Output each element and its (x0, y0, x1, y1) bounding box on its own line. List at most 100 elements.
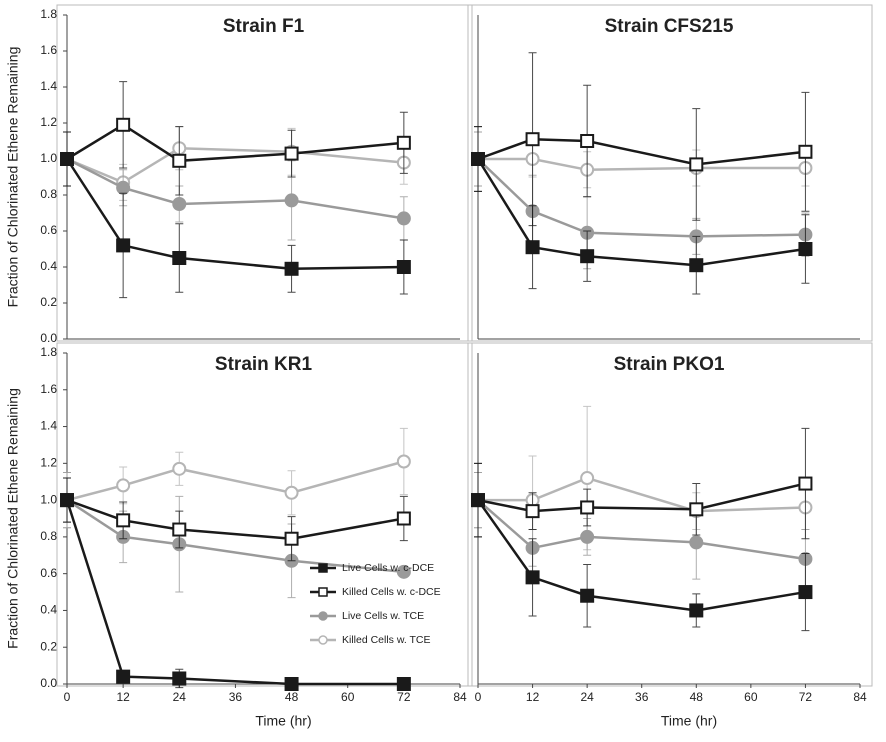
marker (798, 144, 813, 159)
y-tick-label: 1.0 (40, 151, 57, 165)
marker (284, 146, 299, 161)
y-tick-label: 0.0 (40, 676, 57, 690)
legend-label: Killed Cells w. c-DCE (342, 586, 441, 598)
marker (798, 242, 813, 256)
y-tick-label: 1.2 (40, 115, 57, 129)
marker (116, 238, 131, 253)
panel-frame (467, 4, 873, 342)
x-tick-label: 48 (285, 690, 299, 704)
marker (284, 531, 299, 546)
marker (172, 461, 187, 476)
y-tick-label: 1.8 (40, 345, 57, 359)
marker (471, 493, 485, 508)
x-tick-label: 24 (173, 690, 187, 704)
y-tick-label: 0.4 (40, 259, 57, 273)
chart-title: Strain KR1 (215, 354, 313, 375)
marker (60, 152, 74, 166)
chart-title: Strain PKO1 (614, 354, 725, 375)
y-tick-label: 1.6 (40, 43, 57, 57)
marker (689, 258, 704, 273)
y-axis-label: Fraction of Chlorinated Ethene Remaining (5, 388, 21, 649)
marker (798, 476, 813, 491)
y-tick-label: 1.4 (40, 79, 57, 93)
x-tick-label: 24 (580, 690, 594, 704)
x-tick-label: 0 (475, 690, 482, 704)
marker (689, 502, 704, 517)
marker (689, 535, 704, 550)
y-tick-label: 1.2 (40, 456, 57, 470)
marker (396, 260, 411, 274)
y-tick-label: 1.8 (40, 7, 57, 21)
panel-frame (467, 342, 873, 687)
y-tick-label: 0.2 (40, 639, 57, 653)
marker (396, 454, 411, 469)
marker (172, 522, 187, 537)
legend-marker (318, 587, 328, 597)
y-tick-label: 1.6 (40, 382, 57, 396)
x-tick-label: 84 (453, 690, 467, 704)
x-axis-label: Time (hr) (255, 713, 311, 729)
marker (172, 251, 187, 265)
marker (284, 261, 299, 276)
marker (689, 157, 704, 172)
marker (284, 485, 299, 500)
x-tick-label: 60 (744, 690, 758, 704)
y-tick-label: 0.0 (40, 331, 57, 345)
marker (116, 117, 131, 132)
marker (580, 249, 595, 264)
panel-frame (56, 4, 473, 342)
series-line (66, 460, 405, 502)
x-tick-label: 48 (690, 690, 704, 704)
marker (580, 500, 595, 515)
y-tick-label: 0.6 (40, 223, 57, 237)
legend-marker (318, 635, 328, 645)
marker (396, 677, 411, 691)
marker (284, 193, 299, 208)
x-tick-label: 36 (229, 690, 243, 704)
y-tick-label: 0.8 (40, 529, 57, 543)
x-tick-label: 72 (397, 690, 411, 704)
x-tick-label: 72 (799, 690, 813, 704)
y-tick-label: 1.0 (40, 492, 57, 506)
marker (116, 478, 131, 493)
marker (396, 564, 411, 579)
marker (525, 240, 540, 255)
y-tick-label: 1.4 (40, 419, 57, 433)
series-line (477, 158, 806, 238)
marker (580, 134, 595, 148)
x-axis-label: Time (hr) (661, 713, 717, 729)
marker (396, 211, 411, 226)
x-tick-label: 12 (116, 690, 130, 704)
y-tick-label: 0.6 (40, 566, 57, 580)
legend-marker (318, 611, 328, 621)
x-tick-label: 60 (341, 690, 355, 704)
marker (396, 135, 411, 150)
marker (116, 180, 131, 195)
x-tick-label: 84 (853, 690, 867, 704)
marker (471, 152, 485, 166)
chart-title: Strain F1 (223, 16, 305, 37)
legend-marker (318, 563, 328, 573)
y-tick-label: 0.8 (40, 187, 57, 201)
marker (116, 513, 131, 528)
marker (798, 585, 813, 600)
legend-label: Live Cells w. c-DCE (342, 562, 434, 574)
legend-label: Killed Cells w. TCE (342, 634, 431, 646)
chart-title: Strain CFS215 (605, 16, 734, 37)
marker (116, 669, 131, 684)
marker (172, 197, 187, 211)
marker (172, 671, 187, 686)
marker (525, 570, 540, 585)
marker (396, 511, 411, 526)
marker (284, 677, 299, 691)
x-tick-label: 12 (526, 690, 540, 704)
marker (525, 504, 540, 519)
y-axis-label: Fraction of Chlorinated Ethene Remaining (5, 47, 21, 308)
x-tick-label: 36 (635, 690, 649, 704)
marker (525, 132, 540, 147)
marker (580, 529, 595, 544)
legend-label: Live Cells w. TCE (342, 610, 424, 622)
marker (60, 493, 74, 508)
x-tick-label: 0 (64, 690, 71, 704)
